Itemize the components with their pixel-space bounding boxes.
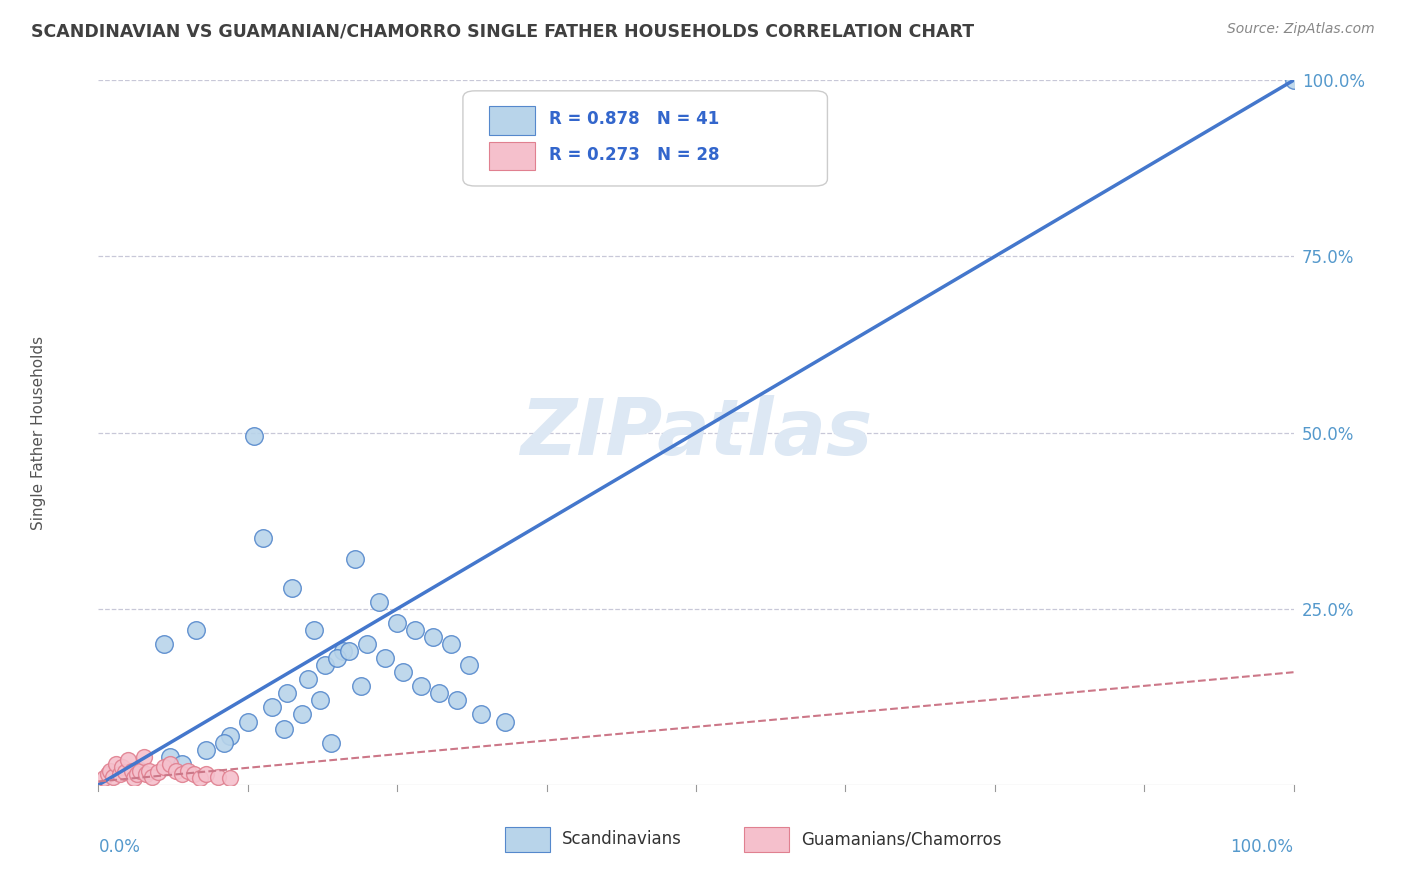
Point xyxy=(368,595,391,609)
Point xyxy=(252,532,274,546)
Point xyxy=(165,764,187,778)
Text: Scandinavians: Scandinavians xyxy=(562,830,682,848)
FancyBboxPatch shape xyxy=(489,143,534,170)
FancyBboxPatch shape xyxy=(744,827,789,852)
Point xyxy=(321,736,343,750)
Text: 0.0%: 0.0% xyxy=(98,838,141,855)
Point xyxy=(188,771,211,785)
Point xyxy=(212,736,235,750)
Point xyxy=(135,767,157,781)
Point xyxy=(124,771,146,785)
Point xyxy=(315,658,337,673)
Text: R = 0.878   N = 41: R = 0.878 N = 41 xyxy=(548,110,720,128)
FancyBboxPatch shape xyxy=(489,106,534,135)
Point xyxy=(195,742,218,756)
Point xyxy=(219,771,242,785)
FancyBboxPatch shape xyxy=(463,91,827,186)
Text: SCANDINAVIAN VS GUAMANIAN/CHAMORRO SINGLE FATHER HOUSEHOLDS CORRELATION CHART: SCANDINAVIAN VS GUAMANIAN/CHAMORRO SINGL… xyxy=(31,22,974,40)
Point xyxy=(276,686,298,700)
Point xyxy=(117,753,139,767)
Point xyxy=(374,651,396,665)
Point xyxy=(446,693,468,707)
Point xyxy=(132,749,155,764)
Point xyxy=(356,637,378,651)
Text: 100.0%: 100.0% xyxy=(1230,838,1294,855)
Point xyxy=(114,765,136,780)
Point xyxy=(148,765,170,780)
Point xyxy=(411,679,433,693)
Point xyxy=(159,756,181,771)
Point xyxy=(172,767,194,781)
Point xyxy=(243,429,266,443)
FancyBboxPatch shape xyxy=(505,827,550,852)
Point xyxy=(138,764,160,778)
Point xyxy=(326,651,349,665)
Point xyxy=(153,760,176,774)
Text: Single Father Households: Single Father Households xyxy=(31,335,46,530)
Point xyxy=(281,581,304,595)
Point xyxy=(105,756,128,771)
Point xyxy=(153,637,176,651)
Point xyxy=(108,767,131,781)
Point xyxy=(440,637,463,651)
Point xyxy=(219,729,242,743)
Point xyxy=(195,767,218,781)
Point xyxy=(297,673,319,687)
Point xyxy=(404,623,426,637)
Point xyxy=(177,764,200,778)
Point xyxy=(159,749,181,764)
Point xyxy=(101,770,124,784)
Point xyxy=(302,623,325,637)
Point xyxy=(427,686,450,700)
Point xyxy=(183,767,205,781)
Point xyxy=(470,707,492,722)
Point xyxy=(494,714,516,729)
Point xyxy=(350,679,373,693)
Text: Source: ZipAtlas.com: Source: ZipAtlas.com xyxy=(1227,22,1375,37)
Point xyxy=(129,764,152,778)
Point xyxy=(291,707,314,722)
Point xyxy=(260,700,283,714)
Point xyxy=(458,658,481,673)
Point xyxy=(141,770,163,784)
Point xyxy=(236,714,259,729)
Point xyxy=(273,722,295,736)
Point xyxy=(344,552,367,566)
Text: ZIPatlas: ZIPatlas xyxy=(520,394,872,471)
Point xyxy=(93,771,115,785)
Point xyxy=(121,764,143,778)
Point xyxy=(339,644,361,658)
Point xyxy=(207,770,229,784)
Text: R = 0.273   N = 28: R = 0.273 N = 28 xyxy=(548,146,720,164)
Point xyxy=(97,767,120,781)
Point xyxy=(125,767,148,781)
Point xyxy=(332,644,354,658)
Point xyxy=(308,693,330,707)
Point xyxy=(186,623,208,637)
Point xyxy=(392,665,415,680)
Point xyxy=(111,760,134,774)
Point xyxy=(422,630,444,644)
Text: Guamanians/Chamorros: Guamanians/Chamorros xyxy=(801,830,1001,848)
Point xyxy=(172,756,194,771)
Point xyxy=(98,764,122,778)
Point xyxy=(1282,73,1305,87)
Point xyxy=(385,615,409,630)
Point xyxy=(129,764,152,778)
